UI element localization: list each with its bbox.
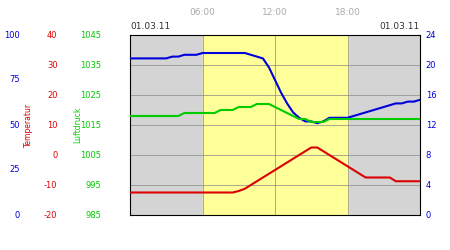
Text: 20: 20 [426,60,436,70]
Text: -20: -20 [44,210,58,220]
Text: 0: 0 [426,210,431,220]
Text: 985: 985 [85,210,101,220]
Text: 0: 0 [52,150,58,160]
Text: 01.03.11: 01.03.11 [380,22,420,32]
Text: -10: -10 [44,180,58,190]
Text: 50: 50 [9,120,20,130]
Text: 12: 12 [426,120,436,130]
Text: 40: 40 [47,30,58,40]
Text: 20: 20 [47,90,58,100]
Text: 1035: 1035 [80,60,101,70]
Text: 01.03.11: 01.03.11 [130,22,170,32]
Text: 1015: 1015 [80,120,101,130]
Text: 1045: 1045 [80,30,101,40]
Text: 18:00: 18:00 [334,8,360,17]
Text: Temperatur: Temperatur [24,103,33,147]
Text: 25: 25 [9,166,20,174]
Text: 06:00: 06:00 [189,8,216,17]
Text: 1025: 1025 [80,90,101,100]
Text: 4: 4 [426,180,431,190]
Text: 10: 10 [47,120,58,130]
Text: 24: 24 [426,30,436,40]
Text: 8: 8 [426,150,431,160]
Text: 100: 100 [4,30,20,40]
Text: 30: 30 [47,60,58,70]
Text: 995: 995 [85,180,101,190]
Text: 16: 16 [426,90,436,100]
Text: 0: 0 [14,210,20,220]
Text: 75: 75 [9,76,20,84]
Bar [202,35,347,215]
Text: 12:00: 12:00 [262,8,288,17]
Text: 1005: 1005 [80,150,101,160]
Text: Luftdruck: Luftdruck [73,107,82,143]
